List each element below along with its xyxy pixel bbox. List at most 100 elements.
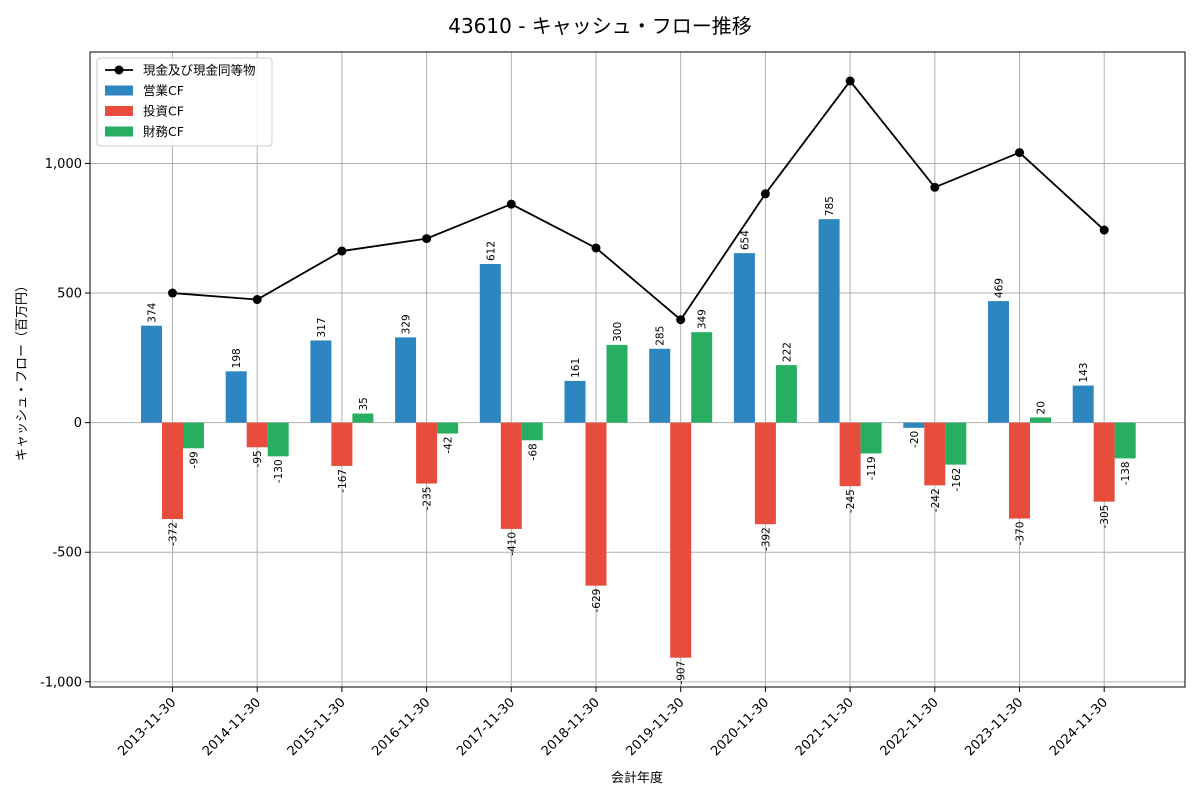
bar-value-label: 300 [612, 322, 624, 342]
bar-value-label: -305 [1099, 505, 1111, 529]
bar-value-label: 785 [824, 196, 836, 216]
bar [839, 422, 861, 487]
legend-label: 財務CF [143, 124, 184, 139]
bar [310, 340, 332, 423]
y-tick-label: 500 [57, 287, 82, 302]
y-tick-label: 1,000 [45, 157, 82, 172]
bar [479, 264, 501, 423]
cash-balance-point [676, 315, 686, 325]
bar [500, 422, 522, 529]
cash-balance-point [252, 295, 262, 305]
legend-bar-swatch [105, 85, 133, 96]
bar [818, 219, 840, 423]
bar [585, 422, 607, 586]
bar [1072, 385, 1094, 423]
bar-value-label: -20 [909, 431, 921, 448]
bar [775, 365, 797, 423]
line-layer [168, 76, 1109, 325]
bar [1030, 417, 1051, 423]
bar-value-label: 654 [739, 230, 751, 250]
bar [1114, 422, 1136, 459]
bar-value-label: 222 [781, 342, 793, 362]
bar [924, 422, 946, 486]
x-tick-label: 2023-11-30 [962, 695, 1026, 759]
bar [183, 422, 204, 449]
bar-value-label: 469 [994, 278, 1006, 298]
bar [1093, 422, 1115, 502]
cash-balance-line [172, 79, 1105, 322]
x-tick-label: 2018-11-30 [539, 695, 603, 759]
x-axis-title: 会計年度 [611, 770, 663, 786]
legend-label: 営業CF [143, 83, 184, 98]
bar [225, 371, 247, 423]
bar [606, 344, 628, 423]
labels-layer: 374 198 317 329 612 161 285 654 785 -20 469 143 -372… [147, 196, 1133, 684]
cash-balance-point [591, 243, 601, 253]
bar-value-label: 198 [231, 348, 243, 368]
bar [1009, 422, 1030, 519]
bar [437, 422, 459, 434]
bar [521, 422, 543, 441]
bar [670, 422, 692, 658]
bar-value-label: 20 [1036, 401, 1048, 414]
bar [649, 348, 671, 423]
bar-value-label: -235 [422, 487, 434, 511]
bar-value-label: -95 [252, 450, 264, 467]
cash-balance-point [337, 246, 347, 256]
bar-value-label: -370 [1015, 522, 1027, 546]
cash-balance-point [1015, 148, 1024, 158]
x-tick-label: 2014-11-30 [200, 695, 264, 759]
cash-balance-point [506, 199, 516, 209]
bar-value-label: -42 [443, 437, 455, 454]
bar [331, 422, 353, 466]
y-tick-label: 0 [74, 416, 82, 431]
cash-balance-point [760, 189, 770, 199]
x-tick-label: 2024-11-30 [1047, 695, 1111, 759]
cash-balance-point [1099, 225, 1109, 235]
bar-value-label: -242 [930, 488, 942, 512]
bar-value-label: 143 [1078, 363, 1090, 383]
bar [564, 380, 586, 423]
legend-label: 現金及び現金同等物 [143, 63, 256, 78]
bar-value-label: -245 [845, 489, 857, 513]
bar [352, 413, 374, 423]
bar [988, 301, 1009, 423]
bar [691, 332, 713, 423]
x-tick-label: 2015-11-30 [285, 695, 349, 759]
bar-value-label: -410 [506, 532, 518, 556]
bar-value-label: -167 [337, 469, 349, 493]
bar-value-label: -119 [866, 456, 878, 480]
y-tick-label: -1,000 [40, 675, 82, 690]
x-tick-label: 2020-11-30 [708, 695, 772, 759]
bar-value-label: 374 [147, 302, 159, 322]
bar-value-label: 161 [570, 358, 582, 378]
bar-value-label: 349 [697, 309, 709, 329]
x-tick-label: 2017-11-30 [454, 695, 518, 759]
legend-label: 投資CF [143, 104, 184, 119]
bar [860, 422, 882, 454]
legend-box [96, 57, 273, 147]
grid-layer [90, 52, 1185, 687]
bar [416, 422, 438, 484]
bar-value-label: -99 [189, 451, 201, 468]
bar [141, 325, 162, 423]
bar [246, 422, 268, 448]
x-tick-label: 2022-11-30 [878, 695, 942, 759]
bar [903, 422, 925, 428]
bar [395, 337, 417, 423]
bar-value-label: -138 [1120, 461, 1132, 485]
bar [267, 422, 289, 457]
cash-balance-point [845, 76, 855, 86]
bar [945, 422, 967, 465]
cash-balance-point [168, 288, 177, 298]
bar-value-label: -68 [527, 443, 539, 460]
bar-value-label: -392 [760, 527, 772, 551]
cash-balance-point [422, 234, 432, 244]
bar-value-label: -130 [273, 459, 285, 483]
plot-frame [89, 51, 1186, 688]
bar-value-label: -907 [676, 661, 688, 685]
bar-value-label: 35 [358, 397, 370, 410]
